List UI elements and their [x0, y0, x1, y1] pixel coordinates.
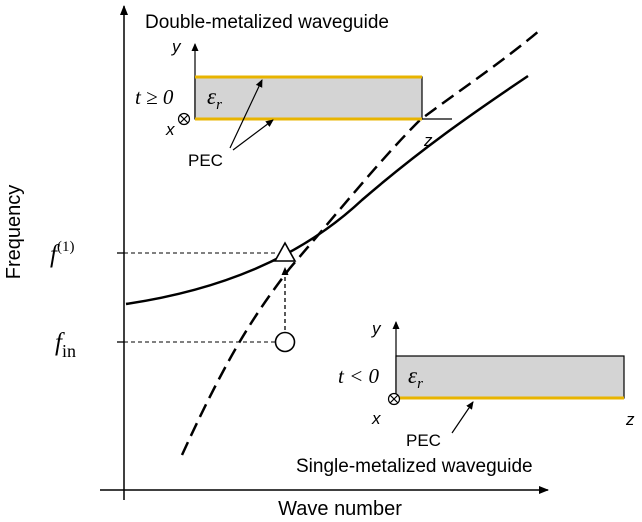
upper-inset: Double-metalized waveguide y z x t ≥ 0 ε… [135, 12, 452, 170]
y-axis-label: Frequency [3, 185, 25, 280]
lower-inset-pec-label: PEC [406, 431, 441, 450]
lower-inset-y-label: y [371, 319, 382, 338]
lower-inset-x-label: x [371, 409, 381, 428]
upper-inset-z-label: z [423, 131, 433, 150]
upper-inset-pec-arrow-top [229, 79, 263, 149]
upper-inset-dielectric [194, 76, 423, 120]
lower-inset: y z x t < 0 εr PEC Single-metalized wave… [296, 319, 635, 477]
lower-inset-title: Single-metalized waveguide [296, 456, 533, 477]
lower-inset-pec-arrow [451, 401, 474, 434]
x-axis-label: Wave number [278, 498, 402, 520]
lower-inset-permittivity: εr [408, 363, 423, 392]
lower-inset-condition: t < 0 [338, 364, 380, 388]
double-metalized-curve [125, 74, 529, 306]
upper-inset-pec-label: PEC [188, 151, 223, 170]
initial-state-circle [274, 331, 296, 353]
final-state-triangle [273, 241, 297, 262]
f1-label: f(1) [50, 239, 74, 268]
lower-inset-z-label: z [625, 410, 635, 429]
upper-inset-pec-arrow-bottom [232, 119, 274, 151]
upper-inset-permittivity: εr [207, 84, 222, 113]
upper-inset-x-label: x [165, 120, 175, 139]
lower-inset-x-into-page-icon [387, 392, 401, 406]
upper-inset-condition: t ≥ 0 [135, 85, 174, 109]
upper-inset-x-into-page-icon [177, 112, 191, 126]
upper-inset-y-label: y [171, 37, 182, 56]
lower-inset-dielectric [395, 355, 625, 399]
upper-inset-title: Double-metalized waveguide [145, 12, 389, 33]
fin-label: fin [55, 329, 76, 361]
